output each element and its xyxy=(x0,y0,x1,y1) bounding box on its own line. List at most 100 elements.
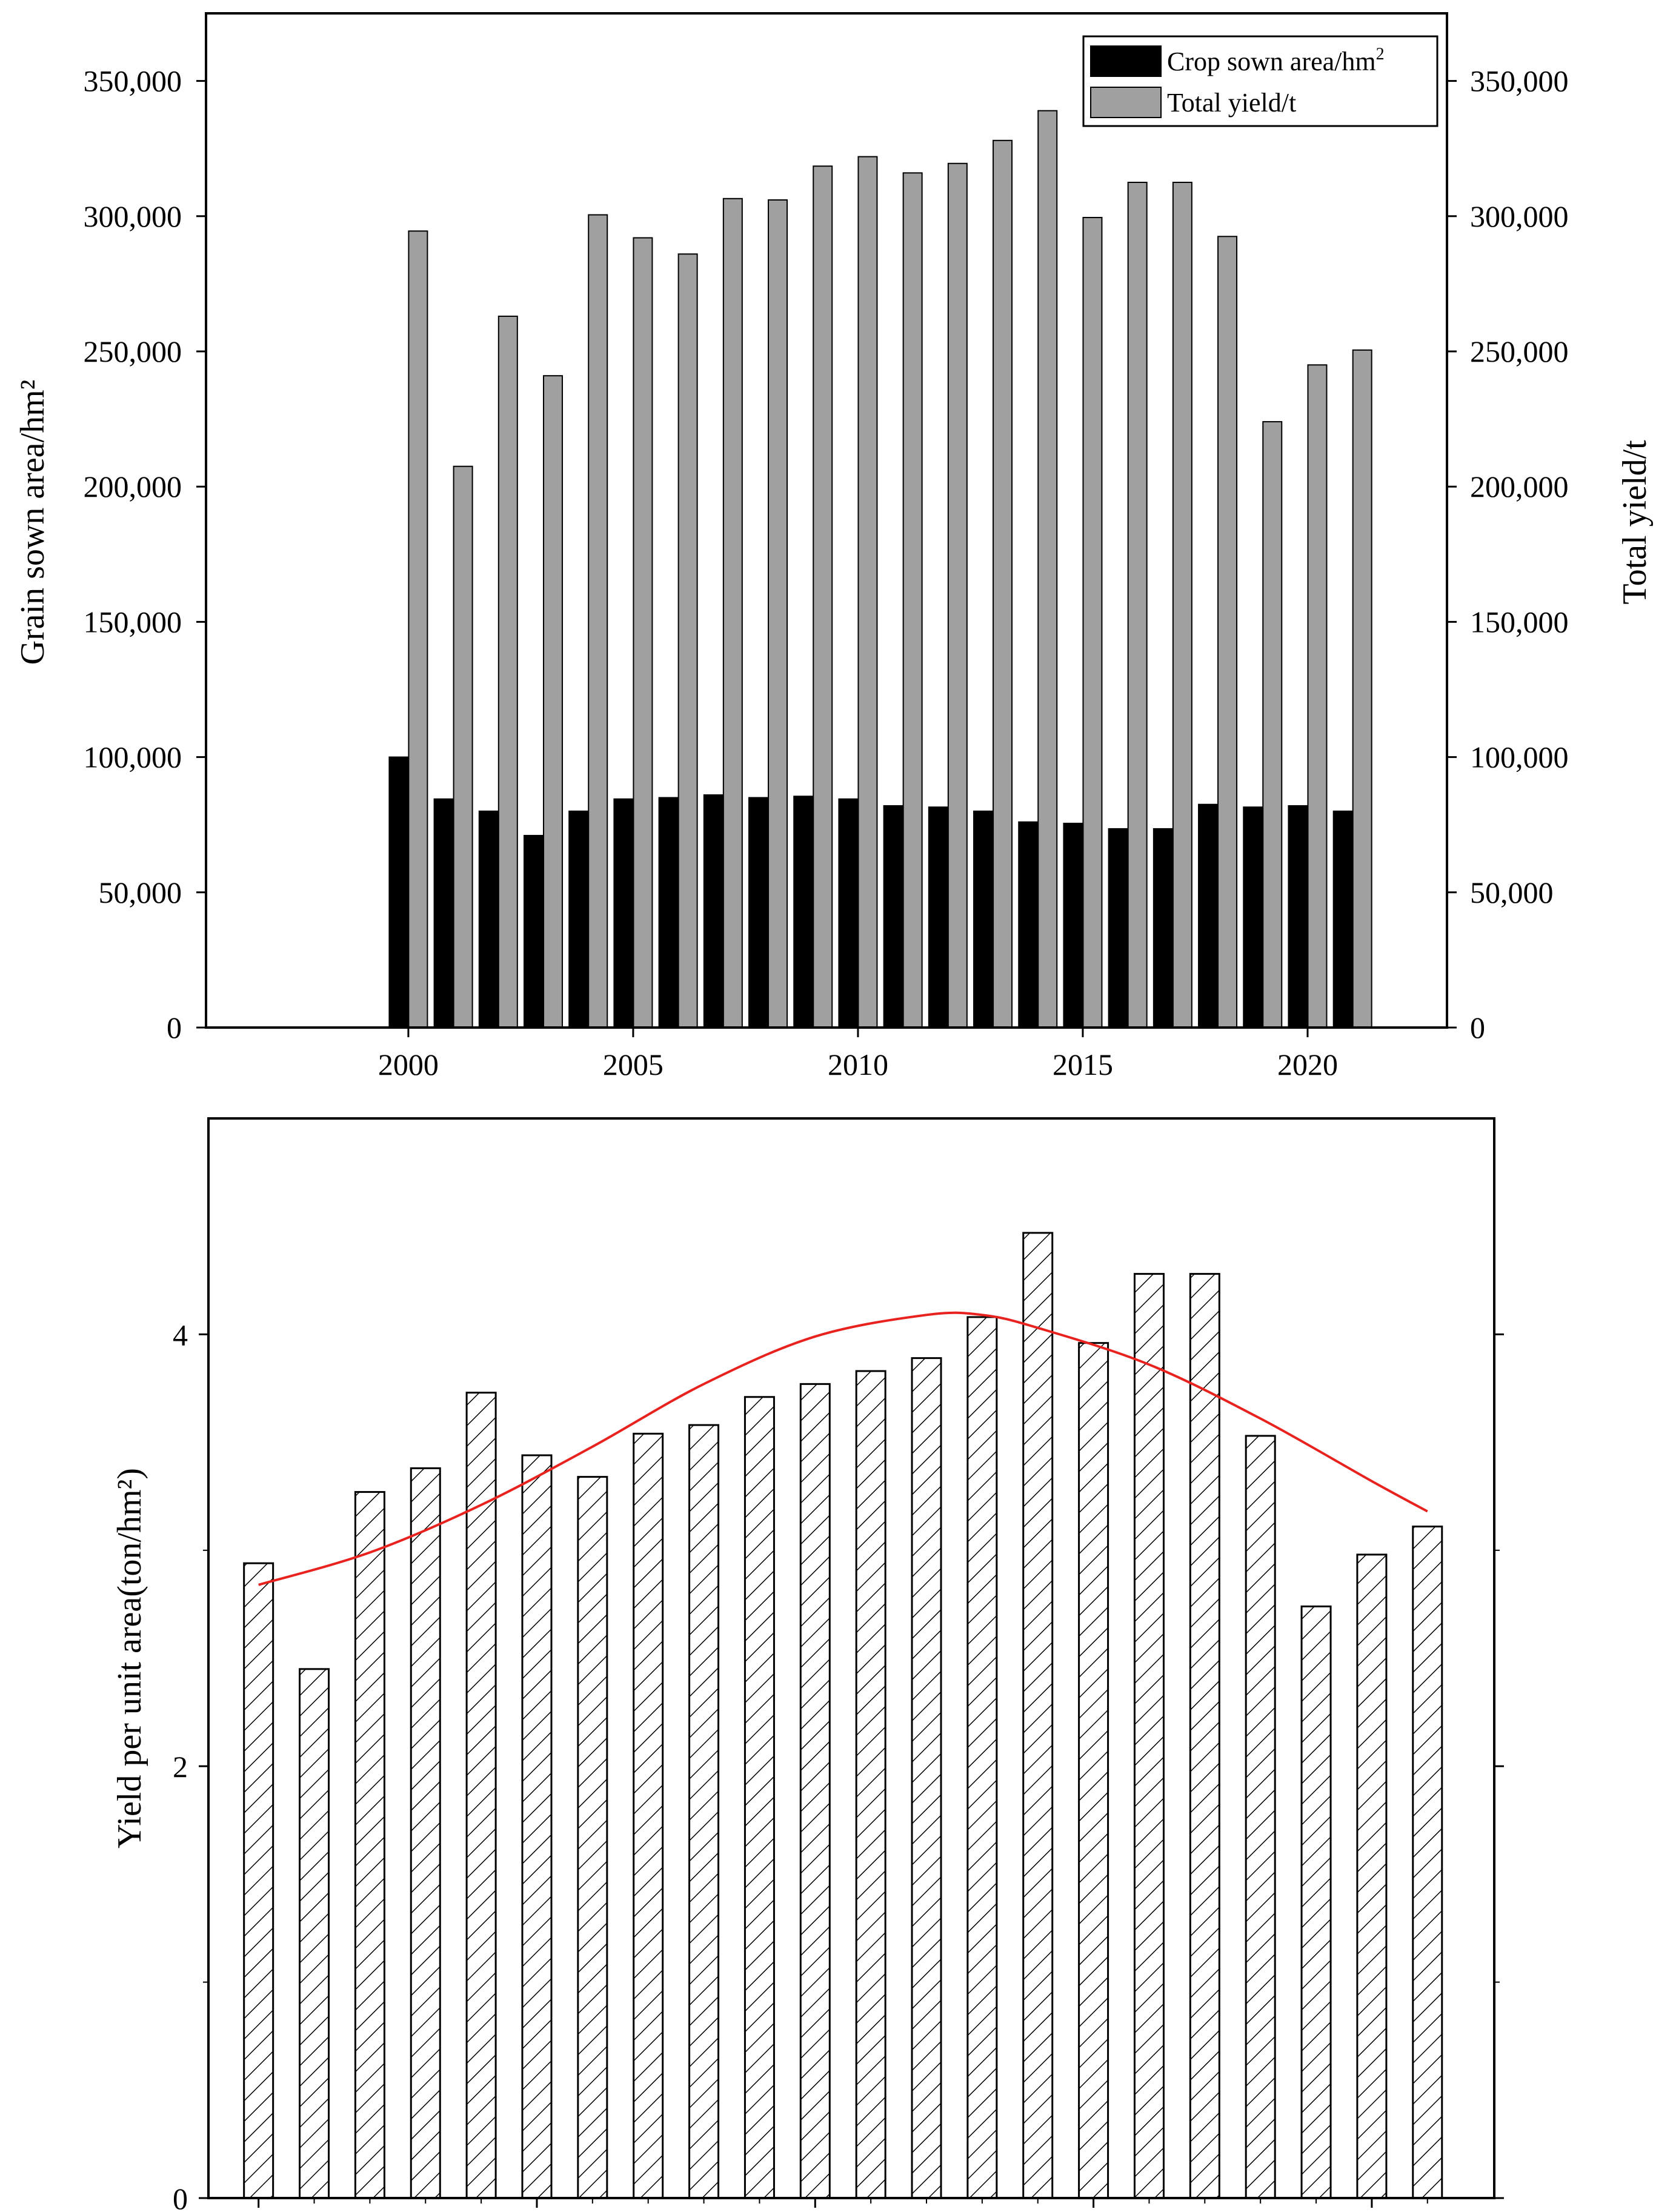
y-tick-label-4: 4 xyxy=(173,1318,188,1352)
y-tick-label-left-150000: 150,000 xyxy=(84,605,182,639)
bar-yield-2014 xyxy=(1022,1232,1054,2199)
y-tick-label-right-100000: 100,000 xyxy=(1470,740,1569,774)
bar-total-yield-2008 xyxy=(768,199,788,1028)
x-tick-label-2015: 2015 xyxy=(1053,1048,1113,1081)
bar-total-yield-2000 xyxy=(408,230,428,1028)
bar-sown-area-2019 xyxy=(1243,806,1263,1028)
bar-sown-area-2020 xyxy=(1288,805,1308,1029)
bar-sown-area-2014 xyxy=(1018,821,1039,1028)
bar-total-yield-2002 xyxy=(497,315,518,1028)
top-legend: Crop sown area/hm2 Total yield/t xyxy=(1082,35,1439,127)
bar-total-yield-2011 xyxy=(902,172,923,1029)
y-tick-label-left-0: 0 xyxy=(167,1011,182,1045)
top-bars xyxy=(388,110,1372,1029)
bar-sown-area-2005 xyxy=(613,798,634,1028)
y-tick-label-right-250000: 250,000 xyxy=(1470,334,1569,368)
bar-yield-2017 xyxy=(1189,1273,1220,2199)
bar-sown-area-2013 xyxy=(973,810,994,1028)
y-tick-label-left-200000: 200,000 xyxy=(84,470,182,503)
legend-label-sown-area: Crop sown area/hm2 xyxy=(1167,45,1385,76)
y-tick-label-left-350000: 350,000 xyxy=(84,64,182,98)
bar-sown-area-2004 xyxy=(568,810,589,1028)
bar-yield-2003 xyxy=(410,1467,441,2199)
bar-sown-area-2009 xyxy=(793,795,814,1028)
y-tick-label-right-0: 0 xyxy=(1470,1011,1485,1045)
y-tick-label-0: 0 xyxy=(173,2182,188,2212)
bar-total-yield-2001 xyxy=(453,465,473,1028)
top-y-ticks-left: 0 50,000 100,000 150,000 200,000 250,000 300,0… xyxy=(84,64,206,1045)
bar-sown-area-2002 xyxy=(478,810,499,1028)
y-tick-label-right-350000: 350,000 xyxy=(1470,64,1569,98)
top-plot-frame xyxy=(205,12,1448,1029)
y-tick-label-right-200000: 200,000 xyxy=(1470,470,1569,503)
bar-sown-area-2021 xyxy=(1332,810,1353,1028)
bar-yield-2010 xyxy=(799,1383,831,2199)
bar-yield-2001 xyxy=(299,1668,330,2199)
bar-total-yield-2015 xyxy=(1082,217,1103,1029)
legend-swatch-total-yield xyxy=(1090,87,1162,118)
bar-total-yield-2007 xyxy=(722,198,743,1028)
bar-yield-2018 xyxy=(1245,1435,1276,2199)
bar-yield-2000 xyxy=(243,1562,274,2199)
bar-yield-2020 xyxy=(1356,1553,1388,2199)
y-tick-label-2: 2 xyxy=(173,1750,188,1784)
bar-yield-2008 xyxy=(688,1424,720,2199)
y-tick-label-left-50000: 50,000 xyxy=(99,875,182,909)
bar-sown-area-2003 xyxy=(524,835,544,1029)
bar-total-yield-2010 xyxy=(857,156,878,1028)
top-y-axis-title-left: Grain sown area/hm² xyxy=(14,380,52,665)
bar-total-yield-2021 xyxy=(1352,349,1372,1029)
bar-yield-2005 xyxy=(521,1454,553,2199)
bar-yield-2016 xyxy=(1133,1273,1165,2199)
bar-yield-2011 xyxy=(855,1370,886,2199)
bar-total-yield-2005 xyxy=(633,237,653,1029)
bar-yield-2002 xyxy=(354,1491,385,2199)
bar-sown-area-2017 xyxy=(1152,828,1173,1028)
top-y-axis-title-right: Total yield/t xyxy=(1616,440,1654,605)
legend-swatch-sown-area xyxy=(1090,45,1162,77)
bar-sown-area-2006 xyxy=(658,797,679,1029)
bar-yield-2007 xyxy=(633,1432,664,2199)
bottom-y-axis-title: Yield per unit area(ton/hm²) xyxy=(111,1468,148,1848)
y-tick-label-left-100000: 100,000 xyxy=(84,740,182,774)
top-y-ticks-right: 0 50,000 100,000 150,000 200,000 250,000 300,0… xyxy=(1447,64,1569,1045)
bar-sown-area-2010 xyxy=(838,798,859,1028)
bar-total-yield-2013 xyxy=(993,139,1013,1029)
bar-yield-2013 xyxy=(966,1316,998,2199)
bar-sown-area-2012 xyxy=(928,806,948,1028)
bar-total-yield-2014 xyxy=(1037,110,1058,1029)
bar-yield-2006 xyxy=(577,1476,608,2199)
bottom-bars xyxy=(243,1232,1443,2199)
bar-yield-2015 xyxy=(1078,1342,1109,2199)
y-tick-label-right-50000: 50,000 xyxy=(1470,875,1554,909)
bar-total-yield-2003 xyxy=(543,375,564,1028)
y-tick-label-right-150000: 150,000 xyxy=(1470,605,1569,639)
bar-sown-area-2016 xyxy=(1108,828,1128,1028)
legend-label-total-yield: Total yield/t xyxy=(1167,88,1296,118)
bar-sown-area-2011 xyxy=(883,805,903,1029)
bar-total-yield-2016 xyxy=(1127,182,1148,1028)
top-x-ticks: 2000 2005 2010 2015 2020 xyxy=(378,1028,1338,1081)
x-tick-label-2005: 2005 xyxy=(603,1048,664,1081)
y-tick-label-right-300000: 300,000 xyxy=(1470,199,1569,233)
bar-sown-area-2000 xyxy=(388,756,409,1028)
bottom-y-ticks: 0 2 4 xyxy=(173,1318,1504,2212)
bar-total-yield-2018 xyxy=(1217,236,1238,1028)
x-tick-label-2000: 2000 xyxy=(378,1048,439,1081)
bottom-plot-frame xyxy=(207,1117,1495,2199)
bar-sown-area-2008 xyxy=(748,797,769,1029)
bar-total-yield-2006 xyxy=(677,253,698,1028)
bar-total-yield-2020 xyxy=(1307,364,1328,1029)
bar-total-yield-2009 xyxy=(813,165,833,1029)
bar-total-yield-2017 xyxy=(1172,182,1192,1028)
bar-yield-2019 xyxy=(1300,1605,1332,2199)
bar-yield-2021 xyxy=(1412,1526,1443,2199)
bar-total-yield-2012 xyxy=(947,162,968,1029)
x-tick-label-2020: 2020 xyxy=(1277,1048,1338,1081)
bar-sown-area-2007 xyxy=(703,794,723,1028)
bar-sown-area-2015 xyxy=(1063,822,1083,1029)
y-tick-label-left-250000: 250,000 xyxy=(84,334,182,368)
